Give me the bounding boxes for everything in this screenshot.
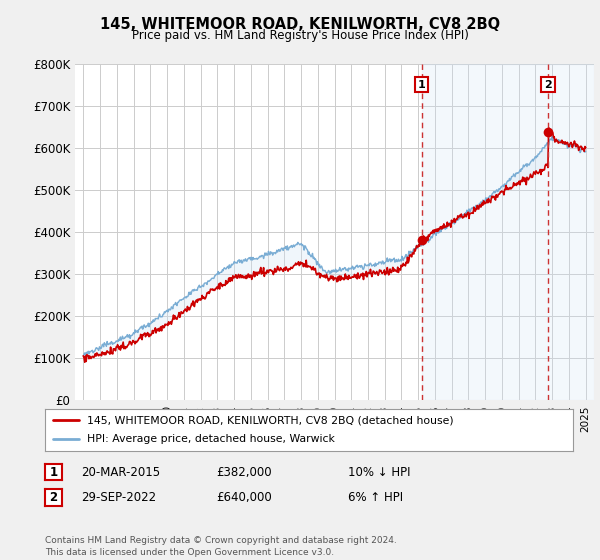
Text: 1: 1 (418, 80, 425, 90)
Text: 29-SEP-2022: 29-SEP-2022 (81, 491, 156, 504)
Text: 20-MAR-2015: 20-MAR-2015 (81, 465, 160, 479)
Text: 2: 2 (49, 491, 58, 504)
Text: 145, WHITEMOOR ROAD, KENILWORTH, CV8 2BQ (detached house): 145, WHITEMOOR ROAD, KENILWORTH, CV8 2BQ… (87, 415, 454, 425)
Text: 145, WHITEMOOR ROAD, KENILWORTH, CV8 2BQ: 145, WHITEMOOR ROAD, KENILWORTH, CV8 2BQ (100, 17, 500, 32)
Text: HPI: Average price, detached house, Warwick: HPI: Average price, detached house, Warw… (87, 435, 335, 445)
Text: 6% ↑ HPI: 6% ↑ HPI (348, 491, 403, 504)
Text: 10% ↓ HPI: 10% ↓ HPI (348, 465, 410, 479)
Text: £640,000: £640,000 (216, 491, 272, 504)
Text: 2: 2 (544, 80, 552, 90)
Text: 1: 1 (49, 465, 58, 479)
Text: Price paid vs. HM Land Registry's House Price Index (HPI): Price paid vs. HM Land Registry's House … (131, 29, 469, 42)
Text: Contains HM Land Registry data © Crown copyright and database right 2024.
This d: Contains HM Land Registry data © Crown c… (45, 536, 397, 557)
Bar (422, 64, 594, 400)
Text: £382,000: £382,000 (216, 465, 272, 479)
